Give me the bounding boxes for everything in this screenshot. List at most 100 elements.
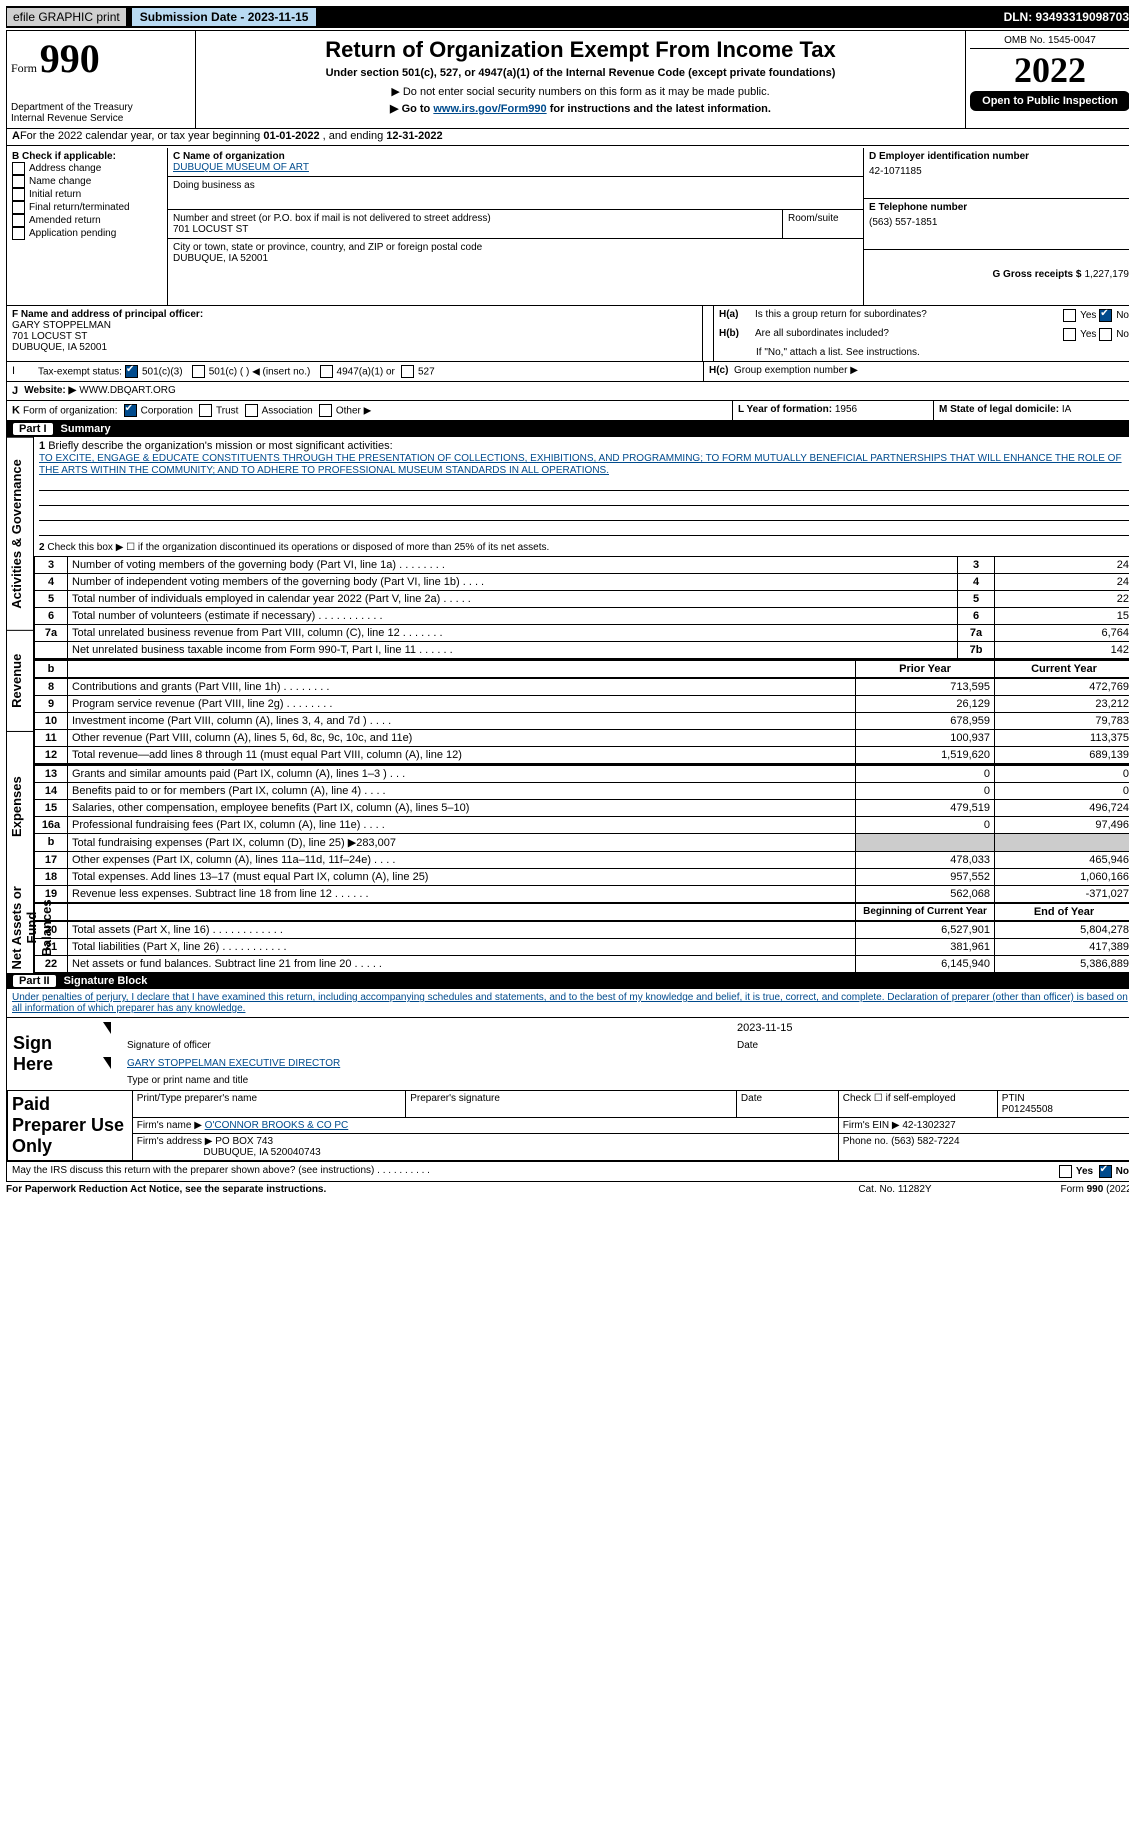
firm-ein: 42-1302327 — [902, 1120, 955, 1131]
opt-trust: Trust — [216, 405, 238, 416]
typed-name[interactable]: GARY STOPPELMAN EXECUTIVE DIRECTOR — [123, 1055, 1129, 1071]
date-label: Date — [733, 1038, 1129, 1053]
dept-irs: Internal Revenue Service — [11, 113, 191, 124]
org-name-link[interactable]: DUBUQUE MUSEUM OF ART — [173, 162, 858, 173]
triangle-icon-2 — [103, 1057, 111, 1069]
tab-governance: Activities & Governance — [7, 437, 33, 630]
irs-link[interactable]: www.irs.gov/Form990 — [433, 103, 546, 115]
net-assets-table: 20Total assets (Part X, line 16) . . . .… — [34, 921, 1129, 973]
opt-final-return: Final return/terminated — [29, 202, 130, 213]
chk-address-change[interactable] — [12, 162, 25, 175]
header-left: Form 990 Department of the Treasury Inte… — [7, 31, 196, 128]
city-value: DUBUQUE, IA 52001 — [173, 253, 858, 264]
form-subtitle-2: Do not enter social security numbers on … — [206, 85, 955, 98]
may-yes-label: Yes — [1076, 1166, 1093, 1177]
may-no[interactable] — [1099, 1165, 1112, 1178]
form-title: Return of Organization Exempt From Incom… — [206, 37, 955, 63]
expenses-table: 13Grants and similar amounts paid (Part … — [34, 764, 1129, 903]
section-deg: D Employer identification number 42-1071… — [864, 148, 1129, 305]
hb-note: If "No," attach a list. See instructions… — [714, 344, 1129, 361]
chk-trust[interactable] — [199, 404, 212, 417]
opt-app-pending: Application pending — [29, 228, 116, 239]
q2-line: 2 Check this box ▶ ☐ if the organization… — [34, 539, 1129, 556]
dept-treasury: Department of the Treasury — [11, 102, 191, 113]
chk-initial-return[interactable] — [12, 188, 25, 201]
opt-assoc: Association — [262, 405, 313, 416]
opt-501c3: 501(c)(3) — [142, 366, 183, 377]
chk-4947[interactable] — [320, 365, 333, 378]
ha-no[interactable] — [1099, 309, 1112, 322]
chk-name-change[interactable] — [12, 175, 25, 188]
header-right: OMB No. 1545-0047 2022 Open to Public In… — [965, 31, 1129, 128]
revenue-header: b Prior Year Current Year — [34, 659, 1129, 678]
firm-ein-label: Firm's EIN ▶ — [843, 1120, 900, 1131]
cat-number: Cat. No. 11282Y — [815, 1184, 975, 1195]
chk-corp[interactable] — [124, 404, 137, 417]
k-label: Form of organization: — [23, 405, 118, 416]
penalty-text[interactable]: Under penalties of perjury, I declare th… — [7, 989, 1129, 1017]
chk-app-pending[interactable] — [12, 227, 25, 240]
ptin-label: PTIN — [1002, 1093, 1025, 1104]
part1-bar: Part I Summary — [7, 421, 1129, 437]
chk-amended[interactable] — [12, 214, 25, 227]
opt-other: Other ▶ — [336, 405, 371, 416]
opt-amended: Amended return — [29, 215, 101, 226]
triangle-icon — [103, 1022, 111, 1034]
g-label: G Gross receipts $ — [993, 269, 1082, 280]
state-domicile: IA — [1062, 404, 1071, 415]
firm-phone-label: Phone no. — [843, 1136, 889, 1147]
d-label: D Employer identification number — [869, 151, 1129, 162]
street-label: Number and street (or P.O. box if mail i… — [173, 213, 777, 224]
ha-yes[interactable] — [1063, 309, 1076, 322]
f-label: F Name and address of principal officer: — [12, 309, 697, 320]
table-row: 14Benefits paid to or for members (Part … — [35, 783, 1129, 800]
hc-text: Group exemption number ▶ — [734, 365, 858, 376]
j-label: Website: ▶ — [24, 385, 76, 397]
year-formed: 1956 — [835, 404, 857, 415]
chk-501c[interactable] — [192, 365, 205, 378]
line-a-pre: For the 2022 calendar year, or tax year … — [20, 130, 263, 142]
table-row: 19Revenue less expenses. Subtract line 1… — [35, 886, 1129, 903]
table-row: bTotal fundraising expenses (Part IX, co… — [35, 834, 1129, 852]
may-yes[interactable] — [1059, 1165, 1072, 1178]
submission-date-badge[interactable]: Submission Date - 2023-11-15 — [131, 7, 318, 27]
q1-label: Briefly describe the organization's miss… — [48, 440, 392, 452]
dba-label: Doing business as — [173, 180, 858, 191]
section-h: H(a) Is this a group return for subordin… — [714, 306, 1129, 361]
m-label: M State of legal domicile: — [939, 404, 1059, 415]
chk-527[interactable] — [401, 365, 414, 378]
hb-no[interactable] — [1099, 328, 1112, 341]
table-row: 6Total number of volunteers (estimate if… — [35, 608, 1129, 625]
chk-other[interactable] — [319, 404, 332, 417]
part1-num: Part I — [13, 423, 53, 435]
mission-text[interactable]: TO EXCITE, ENGAGE & EDUCATE CONSTITUENTS… — [39, 453, 1122, 476]
governance-table: 3Number of voting members of the governi… — [34, 556, 1129, 659]
chk-501c3[interactable] — [125, 365, 138, 378]
form-outer: Form 990 Department of the Treasury Inte… — [6, 30, 1129, 1182]
open-inspection-badge: Open to Public Inspection — [970, 91, 1129, 111]
vertical-tabs: Activities & Governance Revenue Expenses… — [7, 437, 34, 973]
prep-name-label: Print/Type preparer's name — [132, 1091, 405, 1118]
chk-final-return[interactable] — [12, 201, 25, 214]
sig-officer-label: Signature of officer — [123, 1038, 731, 1053]
firm-name[interactable]: O'CONNOR BROOKS & CO PC — [205, 1120, 349, 1131]
col-begin: Beginning of Current Year — [856, 904, 995, 921]
chk-assoc[interactable] — [245, 404, 258, 417]
hb-yes[interactable] — [1063, 328, 1076, 341]
efile-badge[interactable]: efile GRAPHIC print — [6, 7, 127, 27]
e-label: E Telephone number — [869, 202, 1129, 213]
officer-addr1: 701 LOCUST ST — [12, 331, 697, 342]
room-label: Room/suite — [783, 210, 863, 238]
table-row: 9Program service revenue (Part VIII, lin… — [35, 696, 1129, 713]
officer-name: GARY STOPPELMAN — [12, 320, 697, 331]
ha-text: Is this a group return for subordinates? — [755, 309, 1019, 322]
form-header: Form 990 Department of the Treasury Inte… — [7, 31, 1129, 129]
phone-value: (563) 557-1851 — [869, 217, 1129, 228]
firm-name-label: Firm's name ▶ — [137, 1120, 202, 1131]
officer-addr2: DUBUQUE, IA 52001 — [12, 342, 697, 353]
page-footer: For Paperwork Reduction Act Notice, see … — [6, 1184, 1129, 1195]
preparer-block: Paid Preparer Use Only Print/Type prepar… — [7, 1090, 1129, 1161]
col-end: End of Year — [995, 904, 1129, 921]
firm-addr1: PO BOX 743 — [215, 1136, 273, 1147]
section-f: F Name and address of principal officer:… — [7, 306, 703, 361]
